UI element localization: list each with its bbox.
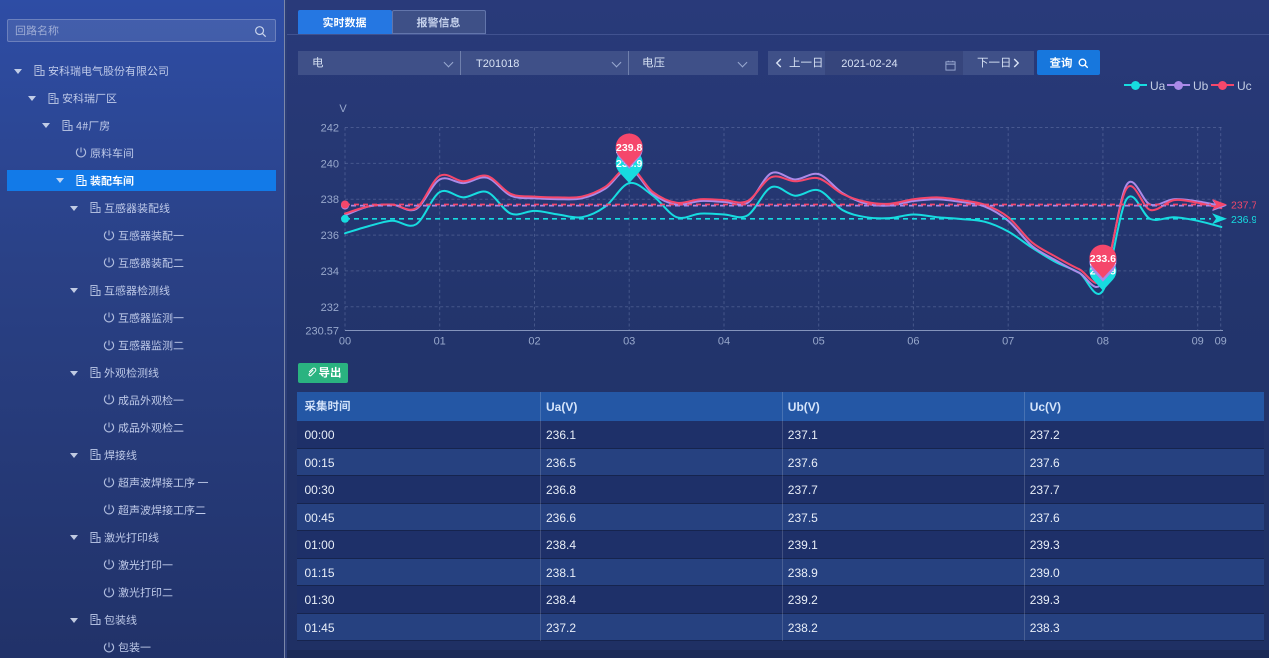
svg-text:05: 05 xyxy=(813,336,825,348)
svg-text:230.57: 230.57 xyxy=(305,325,339,337)
svg-text:238: 238 xyxy=(321,194,339,206)
svg-text:232: 232 xyxy=(321,302,339,314)
svg-text:236: 236 xyxy=(321,230,339,242)
svg-text:234: 234 xyxy=(321,266,339,278)
svg-text:237.78: 237.78 xyxy=(1231,200,1263,212)
svg-text:09: 09 xyxy=(1215,336,1227,348)
svg-text:04: 04 xyxy=(718,336,730,348)
svg-text:240: 240 xyxy=(321,158,339,170)
svg-text:239.8: 239.8 xyxy=(616,142,642,154)
svg-text:V: V xyxy=(339,103,347,115)
svg-text:06: 06 xyxy=(907,336,919,348)
svg-text:01: 01 xyxy=(434,336,446,348)
svg-text:00: 00 xyxy=(339,336,351,348)
svg-text:242: 242 xyxy=(321,123,339,135)
svg-text:02: 02 xyxy=(528,336,540,348)
svg-text:233.6: 233.6 xyxy=(1090,253,1116,265)
svg-text:236.91: 236.91 xyxy=(1231,214,1263,226)
svg-text:07: 07 xyxy=(1002,336,1014,348)
svg-text:09: 09 xyxy=(1192,336,1204,348)
svg-text:03: 03 xyxy=(623,336,635,348)
svg-text:08: 08 xyxy=(1097,336,1109,348)
